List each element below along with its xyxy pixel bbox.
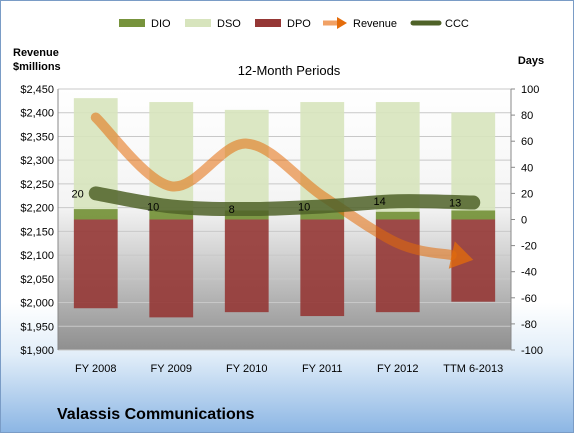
legend-label-ccc: CCC <box>445 18 469 30</box>
left-tick-label: $2,300 <box>20 155 54 167</box>
left-axis-title: Revenue $millions <box>13 46 61 74</box>
category-label: FY 2012 <box>377 363 418 375</box>
axes-group: $1,900 $1,950 $2,000 $2,050 $2,100 $2,150 $2,2… <box>20 84 543 375</box>
left-tick-label: $1,900 <box>20 345 54 357</box>
left-tick-label: $2,050 <box>20 274 54 286</box>
right-tick-label: 40 <box>521 162 533 174</box>
right-tick-label: 60 <box>521 136 533 148</box>
right-tick-label: 0 <box>521 215 527 227</box>
left-tick-label: $2,250 <box>20 179 54 191</box>
bar-dso <box>149 102 194 211</box>
legend-item-dso: DSO <box>185 18 241 30</box>
ccc-data-label: 8 <box>229 204 235 216</box>
bar-dio <box>375 211 420 220</box>
legend-swatch-dio <box>119 19 145 27</box>
legend-label-dpo: DPO <box>287 18 311 30</box>
right-tick-label: 20 <box>521 188 533 200</box>
revenue-arrow-icon <box>448 241 474 269</box>
right-tick-label: 80 <box>521 110 533 122</box>
bar-dpo <box>300 219 345 317</box>
bar-dpo <box>149 219 194 318</box>
left-tick-label: $2,350 <box>20 131 54 143</box>
legend: DIO DSO DPO Revenue CCC <box>119 17 469 30</box>
category-label: FY 2008 <box>75 363 116 375</box>
legend-swatch-dpo <box>255 19 281 27</box>
legend-label-dso: DSO <box>217 18 241 30</box>
category-label: FY 2011 <box>302 363 343 375</box>
legend-arrow-icon <box>337 17 347 29</box>
ccc-data-label: 10 <box>147 201 159 213</box>
right-tick-label: 100 <box>521 84 539 96</box>
left-axis-title-line2: $millions <box>13 61 61 73</box>
legend-item-revenue: Revenue <box>323 17 397 30</box>
right-axis-title: Days <box>518 55 544 67</box>
legend-item-dio: DIO <box>119 18 171 30</box>
legend-label-dio: DIO <box>151 18 171 30</box>
right-tick-label: -20 <box>521 241 537 253</box>
ccc-data-label: 10 <box>298 201 310 213</box>
plot-area <box>58 89 511 350</box>
right-tick-label: -100 <box>521 345 543 357</box>
bar-dso <box>451 112 496 211</box>
ccc-data-label: 14 <box>374 196 386 208</box>
legend-label-revenue: Revenue <box>353 18 397 30</box>
lines-group: 20 10 8 10 14 13 <box>72 112 481 269</box>
bar-dpo <box>224 219 269 313</box>
bar-dso <box>224 109 269 211</box>
left-tick-label: $2,200 <box>20 203 54 215</box>
ccc-line <box>88 186 481 217</box>
category-label: TTM 6-2013 <box>443 363 503 375</box>
left-axis-title-line1: Revenue <box>13 47 59 59</box>
chart-title: 12-Month Periods <box>238 63 341 78</box>
bar-dio <box>149 210 194 220</box>
bars-group <box>73 98 496 318</box>
right-tick-label: -60 <box>521 293 537 305</box>
left-tick-label: $2,150 <box>20 226 54 238</box>
category-label: FY 2010 <box>226 363 267 375</box>
left-tick-label: $2,100 <box>20 250 54 262</box>
ccc-data-label: 13 <box>449 198 461 210</box>
legend-swatch-dso <box>185 19 211 27</box>
bar-dso <box>375 102 420 212</box>
left-tick-label: $2,000 <box>20 298 54 310</box>
company-name: Valassis Communications <box>57 406 255 423</box>
bar-dio <box>300 210 345 220</box>
bar-dio <box>451 210 496 220</box>
right-tick-label: -40 <box>521 267 537 279</box>
bar-dpo <box>73 219 118 309</box>
category-label: FY 2009 <box>151 363 192 375</box>
left-tick-label: $1,950 <box>20 321 54 333</box>
revenue-line <box>90 112 457 261</box>
legend-item-dpo: DPO <box>255 18 311 30</box>
ccc-data-label: 20 <box>72 188 84 200</box>
left-tick-label: $2,400 <box>20 108 54 120</box>
right-tick-label: -80 <box>521 319 537 331</box>
legend-item-ccc: CCC <box>410 18 469 30</box>
bar-dio <box>73 209 118 220</box>
left-tick-label: $2,450 <box>20 84 54 96</box>
